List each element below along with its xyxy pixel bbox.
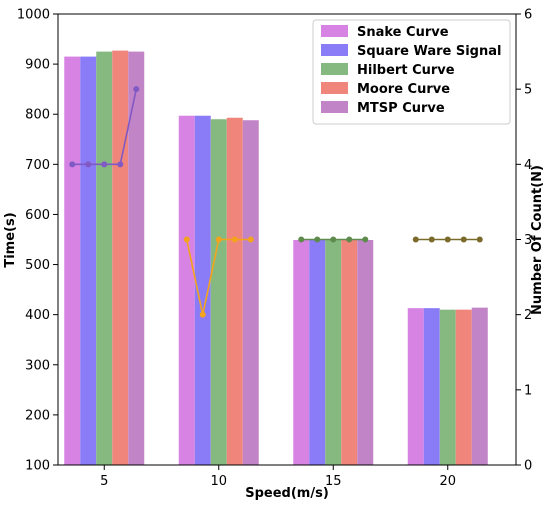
count-line-layer — [69, 86, 483, 318]
count-point — [101, 161, 108, 168]
bar — [407, 308, 424, 465]
x-tick-label: 15 — [325, 474, 342, 489]
bar — [423, 308, 440, 465]
y-tick-label: 300 — [25, 358, 50, 373]
bar — [80, 56, 97, 465]
count-point — [314, 236, 321, 243]
legend-box — [312, 19, 511, 125]
bar — [226, 117, 243, 465]
count-point — [428, 236, 435, 243]
y-tick-label: 600 — [25, 208, 50, 223]
bar — [242, 120, 259, 465]
y-tick-label: 800 — [25, 108, 50, 123]
y2-tick-label: 5 — [524, 83, 532, 98]
bar — [194, 115, 211, 465]
bar — [357, 240, 374, 465]
x-axis: 5 10 15 20 — [100, 465, 456, 489]
legend-swatch — [321, 82, 348, 94]
count-point — [330, 236, 337, 243]
count-point — [69, 161, 76, 168]
y2-axis-label: Number Of Count(N) — [530, 165, 545, 315]
legend-swatch — [321, 101, 348, 113]
count-point — [412, 236, 419, 243]
x-tick-label: 20 — [439, 474, 456, 489]
bar — [96, 51, 113, 465]
y-tick-label: 500 — [25, 258, 50, 273]
y2-tick-label: 2 — [524, 308, 532, 323]
count-point — [133, 86, 140, 93]
y-tick-label: 1000 — [17, 8, 50, 23]
bar — [455, 309, 472, 465]
right-axis: 0 1 2 3 4 5 6 — [516, 8, 532, 474]
count-point — [199, 311, 206, 318]
y-tick-label: 100 — [25, 459, 50, 474]
legend-swatch — [321, 44, 348, 56]
bar — [178, 115, 195, 465]
bar — [128, 51, 145, 465]
bar — [439, 309, 456, 465]
y-tick-label: 700 — [25, 158, 50, 173]
legend-swatch — [321, 63, 348, 75]
y2-tick-label: 6 — [524, 8, 532, 23]
bar — [325, 240, 342, 465]
x-axis-label: Speed(m/s) — [245, 486, 329, 501]
bar — [112, 50, 129, 465]
bar — [341, 240, 358, 465]
y2-tick-label: 0 — [524, 459, 532, 474]
y2-tick-label: 3 — [524, 233, 532, 248]
legend-label: MTSP Curve — [357, 101, 445, 116]
count-point — [85, 161, 92, 168]
bar — [64, 56, 81, 465]
legend-label: Moore Curve — [357, 82, 450, 97]
bar — [210, 119, 227, 465]
count-point — [346, 236, 353, 243]
y2-tick-label: 4 — [524, 158, 532, 173]
y2-tick-label: 1 — [524, 383, 532, 398]
y-tick-label: 200 — [25, 408, 50, 423]
count-point — [298, 236, 305, 243]
legend-label: Snake Curve — [357, 25, 449, 40]
count-point — [215, 236, 222, 243]
count-point — [231, 236, 238, 243]
y-axis-label: Time(s) — [3, 212, 18, 267]
count-point — [247, 236, 254, 243]
legend-label: Hilbert Curve — [357, 63, 455, 78]
legend-swatch — [321, 25, 348, 37]
bar-layer — [64, 50, 488, 465]
legend: Snake Curve Square Ware Signal Hilbert Cur… — [312, 19, 511, 125]
y-tick-label: 400 — [25, 308, 50, 323]
count-point — [460, 236, 467, 243]
x-tick-label: 10 — [210, 474, 227, 489]
count-point — [117, 161, 124, 168]
bar — [309, 240, 326, 465]
left-axis: 100 200 300 400 500 600 700 800 900 1000 — [17, 8, 58, 474]
x-tick-label: 5 — [100, 474, 108, 489]
legend-label: Square Ware Signal — [357, 44, 501, 59]
bar — [293, 240, 310, 465]
y-tick-label: 900 — [25, 58, 50, 73]
count-point — [362, 236, 369, 243]
count-point — [476, 236, 483, 243]
count-point — [444, 236, 451, 243]
count-point — [183, 236, 190, 243]
bar — [471, 307, 488, 465]
